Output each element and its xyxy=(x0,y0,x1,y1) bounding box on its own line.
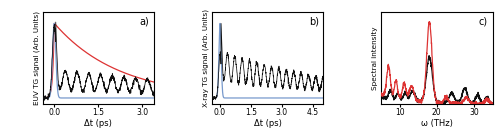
Text: c): c) xyxy=(478,17,487,27)
Y-axis label: Spectral intensity: Spectral intensity xyxy=(372,26,378,90)
Y-axis label: EUV TG signal (Arb. Units): EUV TG signal (Arb. Units) xyxy=(33,11,40,105)
X-axis label: Δt (ps): Δt (ps) xyxy=(84,119,112,127)
Text: b): b) xyxy=(308,17,318,27)
Y-axis label: X-ray TG signal (Arb. Units): X-ray TG signal (Arb. Units) xyxy=(202,9,209,107)
Text: a): a) xyxy=(140,17,149,27)
X-axis label: Δt (ps): Δt (ps) xyxy=(254,119,281,127)
X-axis label: ω (THz): ω (THz) xyxy=(421,119,452,127)
